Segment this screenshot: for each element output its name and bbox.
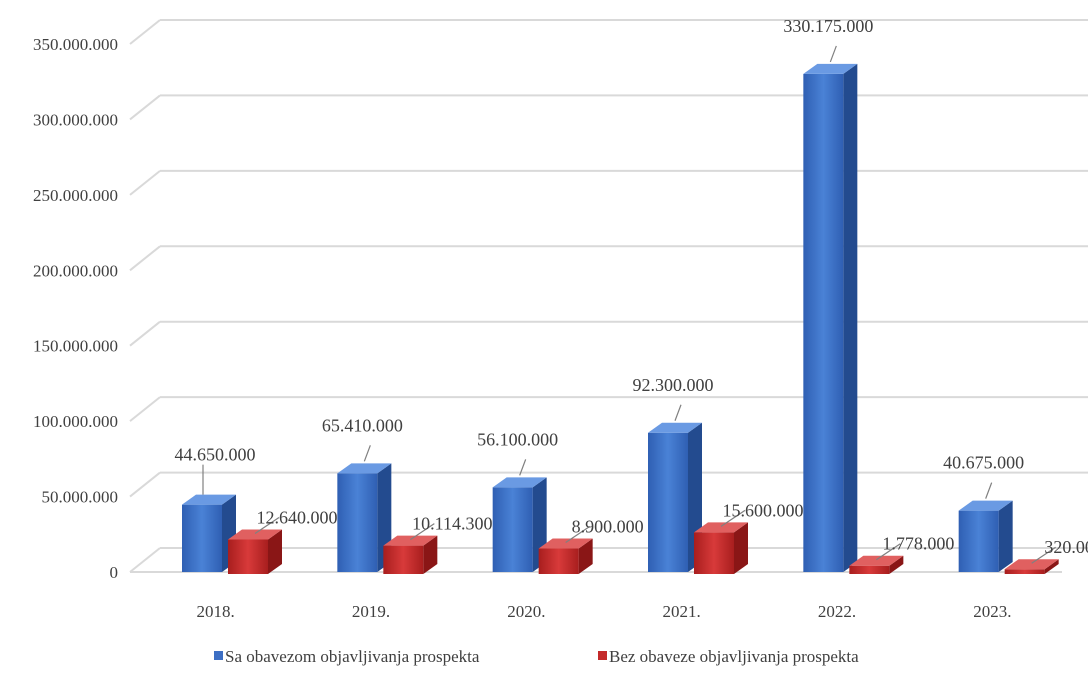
gridline-diagonal: [130, 397, 160, 421]
x-tick-label: 2023.: [973, 602, 1011, 621]
gridlines: [130, 20, 1088, 572]
gridline-diagonal: [130, 473, 160, 497]
bar-side: [843, 64, 857, 572]
bar-front: [539, 549, 579, 574]
data-labels: 44.650.000 12.640.000 65.410.000 10.114.300…: [175, 16, 1088, 557]
gridline-diagonal: [130, 171, 160, 195]
leader-line: [830, 46, 836, 62]
data-label: 8.900.000: [572, 517, 644, 537]
gridline-diagonal: [130, 548, 160, 572]
data-label: 10.114.300: [412, 514, 492, 534]
data-label: 56.100.000: [477, 429, 558, 449]
y-tick-label: 150.000.000: [33, 337, 118, 356]
legend-swatch: [598, 651, 607, 660]
bar: [182, 495, 236, 572]
x-tick-label: 2022.: [818, 602, 856, 621]
y-axis-ticks: 0 50.000.000 100.000.000 150.000.000 200.000…: [33, 35, 118, 582]
bar-front: [849, 566, 889, 574]
leader-line: [675, 405, 681, 421]
bar: [539, 539, 593, 574]
x-axis-ticks: 2018. 2019. 2020. 2021. 2022. 2023.: [197, 602, 1012, 621]
y-tick-label: 50.000.000: [42, 488, 119, 507]
data-label: 40.675.000: [943, 453, 1024, 473]
bar-front: [337, 473, 377, 572]
bar: [648, 423, 702, 572]
data-label: 65.410.000: [322, 415, 403, 435]
x-tick-label: 2020.: [507, 602, 545, 621]
x-tick-label: 2019.: [352, 602, 390, 621]
bar: [803, 64, 857, 572]
x-tick-label: 2021.: [663, 602, 701, 621]
data-label: 44.650.000: [175, 445, 256, 465]
x-tick-label: 2018.: [197, 602, 235, 621]
y-tick-label: 250.000.000: [33, 186, 118, 205]
bar-front: [694, 532, 734, 574]
gridline-diagonal: [130, 95, 160, 119]
data-label: 1.778.000: [882, 534, 954, 554]
gridline-diagonal: [130, 246, 160, 270]
gridline-diagonal: [130, 322, 160, 346]
data-label: 320.000: [1044, 537, 1088, 557]
legend: Sa obavezom objavljivanja prospekta Bez o…: [214, 647, 859, 666]
bar-front: [182, 505, 222, 572]
bar: [959, 501, 1013, 572]
bar-front: [803, 74, 843, 572]
data-label: 330.175.000: [783, 16, 873, 36]
bar: [337, 463, 391, 572]
data-label: 15.600.000: [723, 500, 804, 520]
bar: [694, 522, 748, 574]
gridline-diagonal: [130, 20, 160, 44]
bar-front: [1005, 569, 1045, 574]
y-tick-label: 0: [110, 563, 119, 582]
legend-label: Bez obaveze objavljivanja prospekta: [609, 647, 859, 666]
y-tick-label: 200.000.000: [33, 261, 118, 280]
bar-front: [648, 433, 688, 572]
bar-front: [493, 487, 533, 572]
bars: [182, 64, 1059, 574]
bar-front: [959, 511, 999, 572]
legend-item: Sa obavezom objavljivanja prospekta: [214, 647, 480, 666]
bar: [383, 536, 437, 574]
bar-side: [999, 501, 1013, 572]
bar-front: [228, 539, 268, 574]
leader-lines: [203, 46, 1056, 563]
bar-front: [383, 546, 423, 574]
leader-line: [986, 483, 992, 499]
y-tick-label: 300.000.000: [33, 110, 118, 129]
legend-label: Sa obavezom objavljivanja prospekta: [225, 647, 480, 666]
legend-swatch: [214, 651, 223, 660]
bar: [493, 477, 547, 572]
leader-line: [364, 445, 370, 461]
data-label: 12.640.000: [257, 507, 338, 527]
data-label: 92.300.000: [633, 375, 714, 395]
bar: [228, 529, 282, 574]
legend-item: Bez obaveze objavljivanja prospekta: [598, 647, 859, 666]
y-tick-label: 350.000.000: [33, 35, 118, 54]
y-tick-label: 100.000.000: [33, 412, 118, 431]
